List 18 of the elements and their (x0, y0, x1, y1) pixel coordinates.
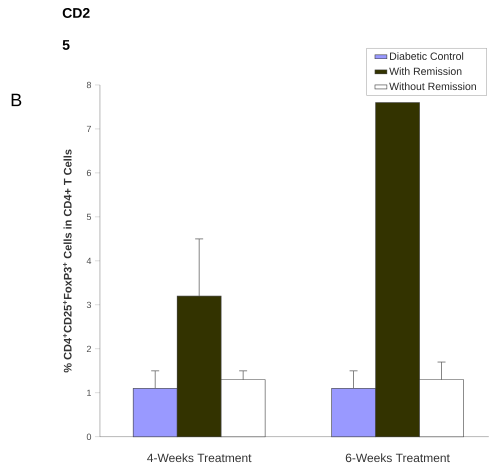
y-tick-label: 6 (86, 170, 92, 176)
y-tick-label: 1 (87, 390, 92, 396)
legend-label: With Remission (389, 67, 462, 76)
text: 5 (62, 40, 70, 50)
y-tick-label: 2 (86, 346, 91, 352)
y-axis-title: % CD4$^{+}$CD25$^{+}$FoxP3$^{+}$ Cells in CD4+ T Cells (63, 150, 72, 373)
y-tick-label: 5 (86, 214, 92, 220)
y-tick-label: 8 (86, 82, 92, 88)
y-tick-label: 0 (86, 434, 92, 440)
y-tick-label: 7 (86, 126, 91, 132)
legend-label: Diabetic Control (390, 52, 464, 60)
legend-label: Without Remission (389, 82, 476, 90)
x-tick-label: 4-Weeks Treatment (147, 453, 252, 462)
y-tick-label: 3 (86, 302, 92, 308)
y-tick-label: 4 (86, 258, 92, 264)
text: B (12, 94, 22, 106)
x-tick-label: 6-Weeks Treatment (346, 453, 450, 462)
text: CD2 (62, 8, 90, 18)
